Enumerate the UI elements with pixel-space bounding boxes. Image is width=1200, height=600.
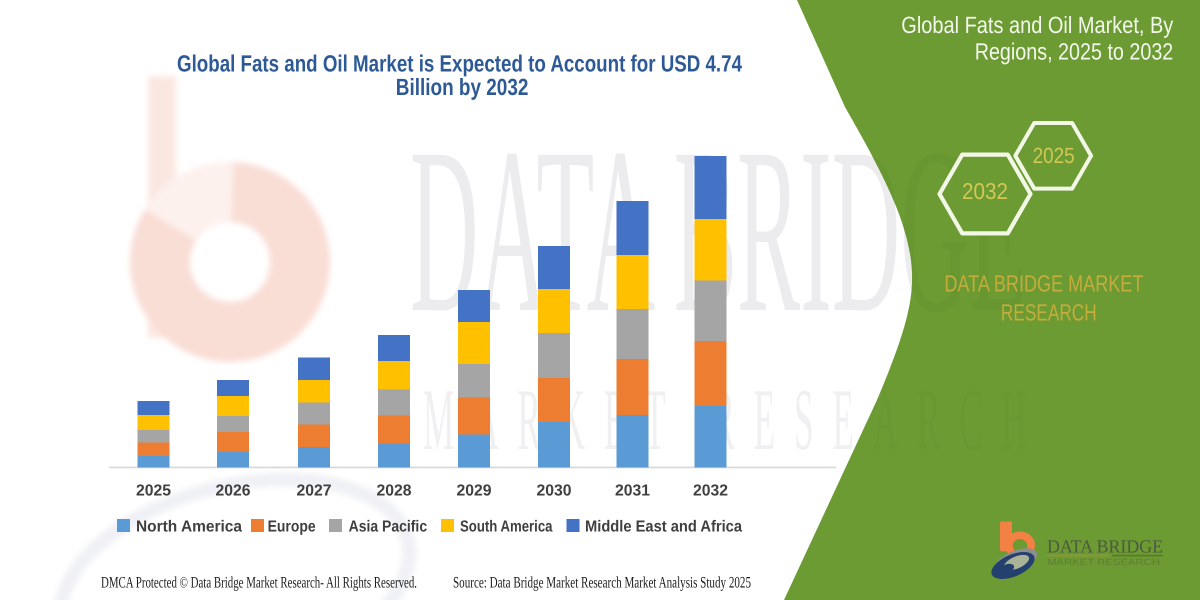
- svg-text:2025: 2025: [1033, 143, 1075, 168]
- svg-text:2032: 2032: [693, 483, 728, 500]
- svg-text:2029: 2029: [457, 483, 492, 500]
- svg-text:DMCA Protected © Data Bridge M: DMCA Protected © Data Bridge Market Rese…: [101, 574, 417, 591]
- svg-text:2025: 2025: [136, 483, 171, 500]
- svg-text:Asia Pacific: Asia Pacific: [349, 519, 428, 536]
- svg-text:RESEARCH: RESEARCH: [1001, 299, 1097, 325]
- svg-text:Middle East and Africa: Middle East and Africa: [585, 519, 742, 536]
- svg-text:2026: 2026: [216, 483, 251, 500]
- svg-text:2027: 2027: [297, 483, 332, 500]
- svg-text:Europe: Europe: [268, 519, 316, 536]
- svg-text:MARKET RESEARCH: MARKET RESEARCH: [1047, 557, 1160, 567]
- svg-text:Regions, 2025 to 2032: Regions, 2025 to 2032: [975, 39, 1174, 65]
- svg-text:Source: Data Bridge Market Res: Source: Data Bridge Market Research Mark…: [453, 574, 751, 591]
- svg-text:2031: 2031: [615, 483, 650, 500]
- svg-text:Global Fats and Oil Market is: Global Fats and Oil Market is Expected t…: [177, 51, 742, 77]
- svg-text:South America: South America: [460, 519, 553, 536]
- svg-text:2028: 2028: [377, 483, 412, 500]
- svg-text:Global Fats and Oil Market, By: Global Fats and Oil Market, By: [901, 12, 1173, 38]
- svg-text:Billion by 2032: Billion by 2032: [396, 74, 529, 100]
- svg-text:2030: 2030: [537, 483, 572, 500]
- svg-text:DATA BRIDGE MARKET: DATA BRIDGE MARKET: [944, 271, 1143, 297]
- svg-text:2032: 2032: [962, 178, 1008, 204]
- svg-text:DATA BRIDGE: DATA BRIDGE: [1047, 538, 1163, 558]
- svg-text:North America: North America: [136, 519, 242, 536]
